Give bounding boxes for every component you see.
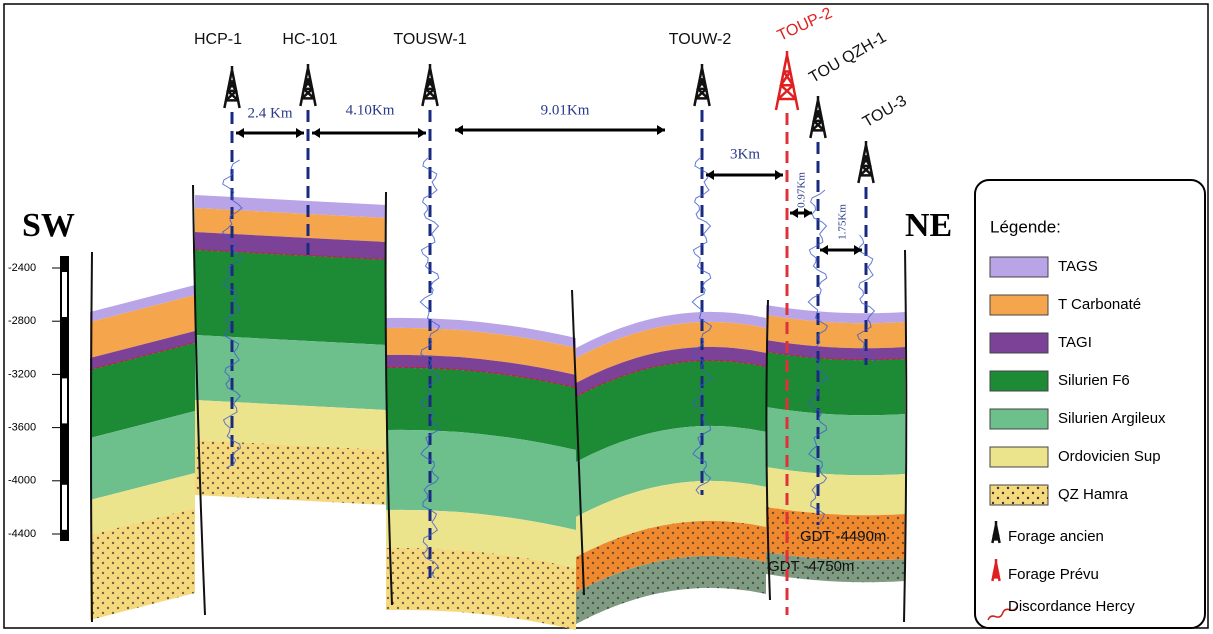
legend-label: T Carbonaté xyxy=(1058,296,1141,313)
distance-label: 0.97Km xyxy=(796,172,808,208)
legend-label: Discordance Hercy xyxy=(1008,598,1135,615)
scale-segment xyxy=(62,378,67,423)
depth-label: -3600 xyxy=(8,422,36,434)
cross-section: SW NE Légende: TAGS T Carbonaté TAGI Siluri… xyxy=(0,0,1213,634)
direction-label: NE xyxy=(905,207,952,244)
derrick xyxy=(694,64,709,106)
depth-label: -3200 xyxy=(8,368,36,380)
scale-segment xyxy=(62,485,67,530)
well-name: TOUSW-1 xyxy=(393,31,466,48)
legend-label: TAGI xyxy=(1058,334,1092,351)
legend-swatch xyxy=(990,409,1048,429)
legend-label: Silurien F6 xyxy=(1058,372,1130,389)
derrick xyxy=(776,51,798,110)
distance-label: 9.01Km xyxy=(541,102,590,118)
well-name: TOUW-2 xyxy=(669,31,732,48)
legend-swatch xyxy=(990,333,1048,353)
well-name: TOU QZH-1 xyxy=(806,29,889,87)
depth-label: -2400 xyxy=(8,262,36,274)
distance-label: 3Km xyxy=(730,146,760,162)
legend-dots xyxy=(990,485,1048,505)
depth-label: -4000 xyxy=(8,475,36,487)
legend-swatch xyxy=(990,257,1048,277)
legend-label: Silurien Argileux xyxy=(1058,410,1166,427)
derrick xyxy=(858,141,873,183)
distance-label: 4.10Km xyxy=(346,102,395,118)
legend-label: Ordovicien Sup xyxy=(1058,448,1161,465)
legend-swatch xyxy=(990,371,1048,391)
layer-dots xyxy=(195,440,386,505)
gdt-label: GDT -4750m xyxy=(768,558,854,575)
well-name: TOU-3 xyxy=(860,92,910,131)
depth-label: -4400 xyxy=(8,528,36,540)
layer xyxy=(195,335,386,410)
legend-swatch xyxy=(990,447,1048,467)
distance-label: 1.75Km xyxy=(837,204,849,240)
well-name: HCP-1 xyxy=(194,31,242,48)
well-name: TOUP-2 xyxy=(775,5,835,45)
legend-label: Forage ancien xyxy=(1008,528,1104,545)
legend-label: Forage Prévu xyxy=(1008,566,1099,583)
derrick xyxy=(300,64,315,106)
distance-label: 2.4 Km xyxy=(248,105,293,121)
legend-title: Légende: xyxy=(990,217,1061,236)
legend-box xyxy=(975,180,1205,628)
legend-label: QZ Hamra xyxy=(1058,486,1129,503)
well-name: HC-101 xyxy=(282,31,337,48)
direction-label: SW xyxy=(22,207,75,244)
gdt-label: GDT -4490m xyxy=(800,528,886,545)
legend-label: TAGS xyxy=(1058,258,1098,275)
derrick xyxy=(810,96,825,138)
scale-segment xyxy=(62,272,67,317)
layer xyxy=(195,250,386,345)
legend-swatch xyxy=(990,295,1048,315)
depth-label: -2800 xyxy=(8,315,36,327)
derrick xyxy=(224,66,239,108)
derrick xyxy=(422,64,437,106)
